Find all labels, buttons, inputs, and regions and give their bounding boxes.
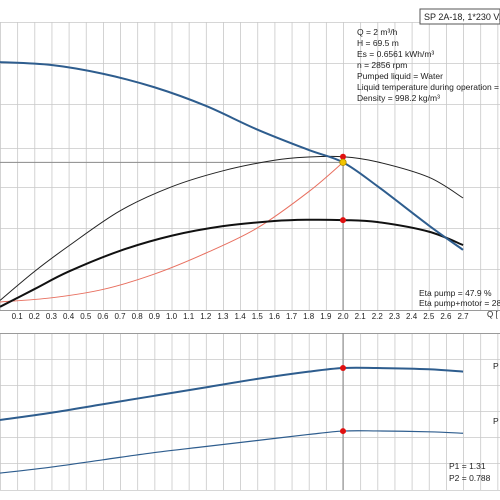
p2-curve-line: [0, 430, 464, 474]
x-tick-label: 1.1: [183, 312, 195, 321]
x-tick-label: 1.9: [320, 312, 332, 321]
title-box-text: SP 2A-18, 1*230 V, 5: [424, 12, 500, 22]
x-tick-label: 0.1: [12, 312, 24, 321]
x-tick-label: 0.5: [80, 312, 92, 321]
x-tick-label: 2.4: [406, 312, 418, 321]
title-box-frame: [419, 8, 500, 25]
duty-point-marker: [339, 158, 347, 166]
x-tick-label: 1.8: [303, 312, 315, 321]
info-line-liquid: Pumped liquid = Water: [357, 71, 443, 81]
marker-layer: [339, 153, 347, 435]
x-tick-label: 0.9: [149, 312, 161, 321]
x-tick-label: 2.1: [355, 312, 367, 321]
x-tick-label: 1.2: [200, 312, 212, 321]
p1-curve-end-label: P: [493, 361, 499, 371]
p2-value-label: P2 = 0.788: [449, 473, 491, 483]
p1-curve-line: [0, 366, 464, 421]
x-tick-label: 1.0: [166, 312, 178, 321]
head-curve-line: [0, 61, 464, 251]
info-line-energy: Es = 0.6561 kWh/m³: [357, 49, 434, 59]
p1-duty-marker: [340, 365, 346, 372]
x-tick-label: 2.3: [389, 312, 401, 321]
info-line-flow: Q = 2 m³/h: [357, 27, 398, 37]
system-curve-line: [0, 161, 344, 303]
efficiency-info: Eta pump = 47.9 % Eta pump+motor = 28: [419, 288, 500, 308]
x-tick-label: 2.7: [457, 312, 469, 321]
x-tick-labels: 0.1 0.2 0.3 0.4 0.5 0.6 0.7 0.8 0.9 1.0 1.1 1.2 1.3 1…: [12, 312, 470, 321]
x-tick-label: 1.4: [235, 312, 247, 321]
info-line-density: Density = 998.2 kg/m³: [357, 93, 440, 103]
x-tick-label: 1.7: [286, 312, 298, 321]
p1-value-label: P1 = 1.31: [449, 461, 486, 471]
p2-curve-end-label: P: [493, 416, 499, 426]
curve-layer: [0, 61, 464, 490]
x-tick-label: 0.8: [132, 312, 144, 321]
grid-layer: [0, 22, 500, 491]
info-line-temperature: Liquid temperature during operation = 2: [357, 82, 500, 92]
eta-total-duty-marker: [340, 217, 346, 224]
eta-pump-curve-line: [0, 155, 464, 301]
x-tick-label: 2.6: [440, 312, 452, 321]
x-tick-label: 2.0: [337, 312, 349, 321]
x-tick-label: 0.6: [97, 312, 109, 321]
x-tick-label: 0.3: [46, 312, 58, 321]
eta-total-label: Eta pump+motor = 28: [419, 298, 500, 308]
x-tick-label: 1.5: [252, 312, 264, 321]
duty-point-info: Q = 2 m³/h H = 69.5 m Es = 0.6561 kWh/m³…: [357, 27, 500, 103]
eta-pump-duty-marker: [340, 153, 346, 160]
info-line-head: H = 69.5 m: [357, 38, 399, 48]
x-tick-label: 2.5: [423, 312, 435, 321]
eta-pump-label: Eta pump = 47.9 %: [419, 288, 492, 298]
x-tick-label: 1.6: [269, 312, 281, 321]
eta-total-curve-line: [0, 218, 464, 308]
info-line-speed: n = 2856 rpm: [357, 60, 407, 70]
x-tick-label: 2.2: [372, 312, 384, 321]
x-tick-label: 1.3: [217, 312, 229, 321]
x-tick-label: 0.4: [63, 312, 75, 321]
x-tick-label: 0.7: [114, 312, 126, 321]
x-tick-label: 0.2: [29, 312, 41, 321]
x-axis-label: Q [: [487, 310, 498, 319]
p2-duty-marker: [340, 428, 346, 435]
